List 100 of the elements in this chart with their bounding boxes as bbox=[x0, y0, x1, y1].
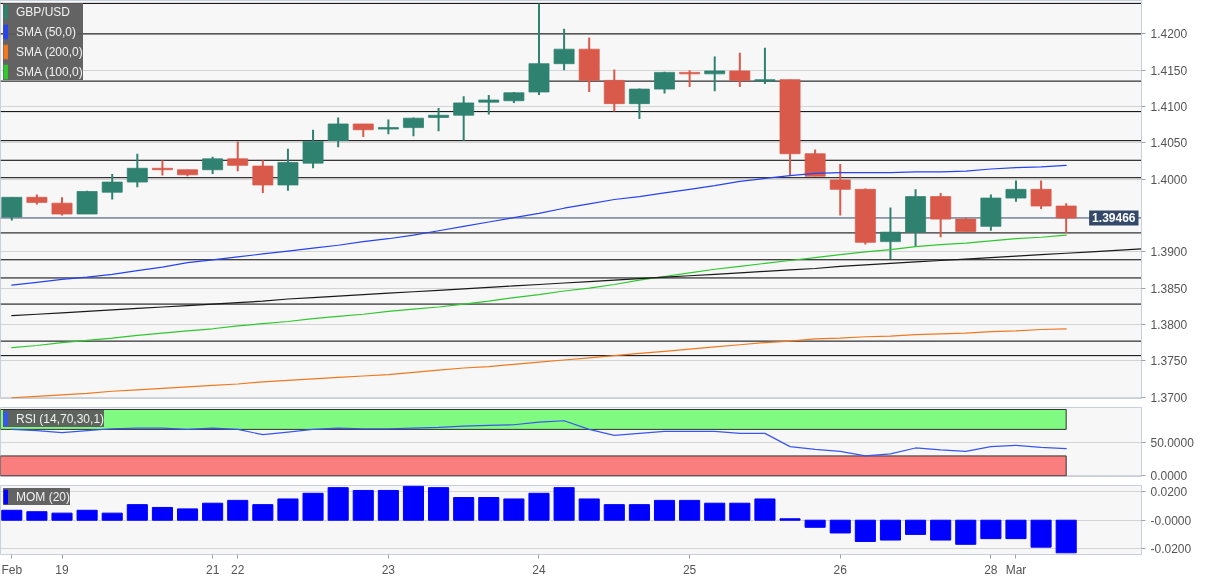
candlestick bbox=[1, 196, 23, 222]
bar bbox=[653, 499, 676, 521]
y-tick-label: 1.3900 bbox=[1150, 245, 1188, 260]
y-tick-label: 1.3750 bbox=[1150, 354, 1188, 369]
y-tick-label: 0.0000 bbox=[1150, 469, 1188, 484]
candlestick bbox=[628, 87, 650, 120]
candlestick bbox=[704, 55, 726, 93]
bar bbox=[252, 504, 274, 521]
legend-label: SMA (100,0) bbox=[16, 63, 83, 80]
bar bbox=[176, 508, 199, 521]
bar bbox=[302, 492, 324, 521]
bar bbox=[402, 485, 425, 521]
bar bbox=[453, 497, 475, 521]
line-series bbox=[11, 328, 1067, 399]
bar bbox=[729, 502, 751, 521]
candlestick bbox=[126, 152, 148, 189]
x-tick-label: 19 bbox=[55, 562, 70, 577]
bar bbox=[503, 498, 525, 521]
legend-label: SMA (200,0) bbox=[16, 43, 83, 60]
bar bbox=[202, 502, 224, 521]
bar bbox=[1055, 519, 1077, 554]
bar bbox=[327, 487, 349, 521]
bar bbox=[905, 519, 927, 535]
candlestick bbox=[252, 159, 274, 194]
candlestick bbox=[879, 206, 901, 261]
bar bbox=[126, 504, 148, 521]
candlestick bbox=[1030, 179, 1052, 210]
legend-label: RSI (14,70,30,1) bbox=[16, 410, 105, 427]
bar bbox=[854, 519, 876, 542]
bar bbox=[101, 512, 123, 521]
candlestick bbox=[402, 116, 425, 138]
y-tick-label: 1.4050 bbox=[1150, 136, 1188, 151]
bar bbox=[829, 519, 851, 534]
bar bbox=[1030, 519, 1052, 548]
x-tick-label: 23 bbox=[381, 562, 396, 577]
bar bbox=[377, 489, 399, 521]
candlestick bbox=[729, 51, 751, 88]
bar bbox=[553, 487, 575, 521]
legend-label: MOM (20) bbox=[16, 488, 70, 505]
candlestick bbox=[1055, 202, 1077, 234]
bar bbox=[980, 519, 1002, 540]
candlestick bbox=[1005, 179, 1027, 203]
y-tick-label: 50.0000 bbox=[1150, 436, 1195, 451]
bar bbox=[26, 511, 48, 521]
candlestick bbox=[829, 162, 851, 217]
candlestick bbox=[453, 95, 475, 142]
candlestick bbox=[603, 68, 625, 113]
bar bbox=[528, 492, 550, 521]
x-tick-label: Mar bbox=[1005, 562, 1027, 577]
y-tick-label: 1.3800 bbox=[1150, 317, 1188, 332]
y-tick-label: 1.4000 bbox=[1150, 172, 1188, 187]
candlestick bbox=[478, 93, 500, 116]
bar bbox=[227, 499, 249, 521]
y-tick-label: 1.4200 bbox=[1150, 27, 1188, 42]
y-tick-label: -0.0000 bbox=[1150, 513, 1192, 528]
bar bbox=[1, 509, 23, 521]
bar bbox=[51, 512, 73, 521]
legend-label: GBP/USD bbox=[16, 3, 71, 20]
bar bbox=[76, 509, 98, 521]
bar bbox=[628, 504, 650, 521]
candlestick bbox=[804, 148, 826, 178]
y-tick-label: -0.0200 bbox=[1150, 542, 1192, 557]
candlestick bbox=[277, 147, 299, 192]
candlestick bbox=[553, 27, 575, 72]
bar bbox=[754, 498, 776, 521]
bar bbox=[930, 519, 952, 541]
bar bbox=[578, 498, 600, 521]
candlestick bbox=[327, 116, 349, 149]
bar bbox=[704, 502, 726, 521]
bar bbox=[679, 499, 701, 521]
y-tick-label: 1.4150 bbox=[1150, 63, 1188, 78]
y-tick-label: 1.4100 bbox=[1150, 100, 1188, 115]
bar bbox=[428, 487, 450, 521]
x-tick-label: 28 bbox=[984, 562, 998, 577]
x-tick-label: 24 bbox=[532, 562, 546, 577]
bar bbox=[804, 519, 826, 528]
bar bbox=[352, 489, 374, 521]
x-tick-label: Feb bbox=[1, 562, 23, 577]
candlestick bbox=[227, 140, 249, 173]
x-tick-label: 25 bbox=[682, 562, 697, 577]
bar bbox=[151, 506, 173, 521]
candlestick bbox=[930, 191, 952, 239]
x-tick-label: 21 bbox=[205, 562, 220, 577]
bar bbox=[879, 519, 901, 541]
y-tick-label: 1.3850 bbox=[1150, 281, 1188, 296]
candlestick bbox=[302, 128, 324, 170]
bar bbox=[478, 497, 500, 521]
ref-line-label: 1.39466 bbox=[1092, 211, 1136, 226]
bar bbox=[603, 504, 625, 521]
candlestick bbox=[101, 173, 123, 201]
x-tick-label: 26 bbox=[833, 562, 848, 577]
bar bbox=[955, 519, 977, 545]
y-tick-label: 0.0200 bbox=[1150, 485, 1188, 500]
x-tick-label: 22 bbox=[231, 562, 245, 577]
line-series bbox=[11, 248, 1142, 317]
candlestick bbox=[428, 106, 450, 133]
bar bbox=[277, 498, 299, 521]
y-tick-label: 1.3700 bbox=[1150, 390, 1188, 405]
legend-label: SMA (50,0) bbox=[16, 23, 77, 40]
bar bbox=[1005, 519, 1027, 540]
